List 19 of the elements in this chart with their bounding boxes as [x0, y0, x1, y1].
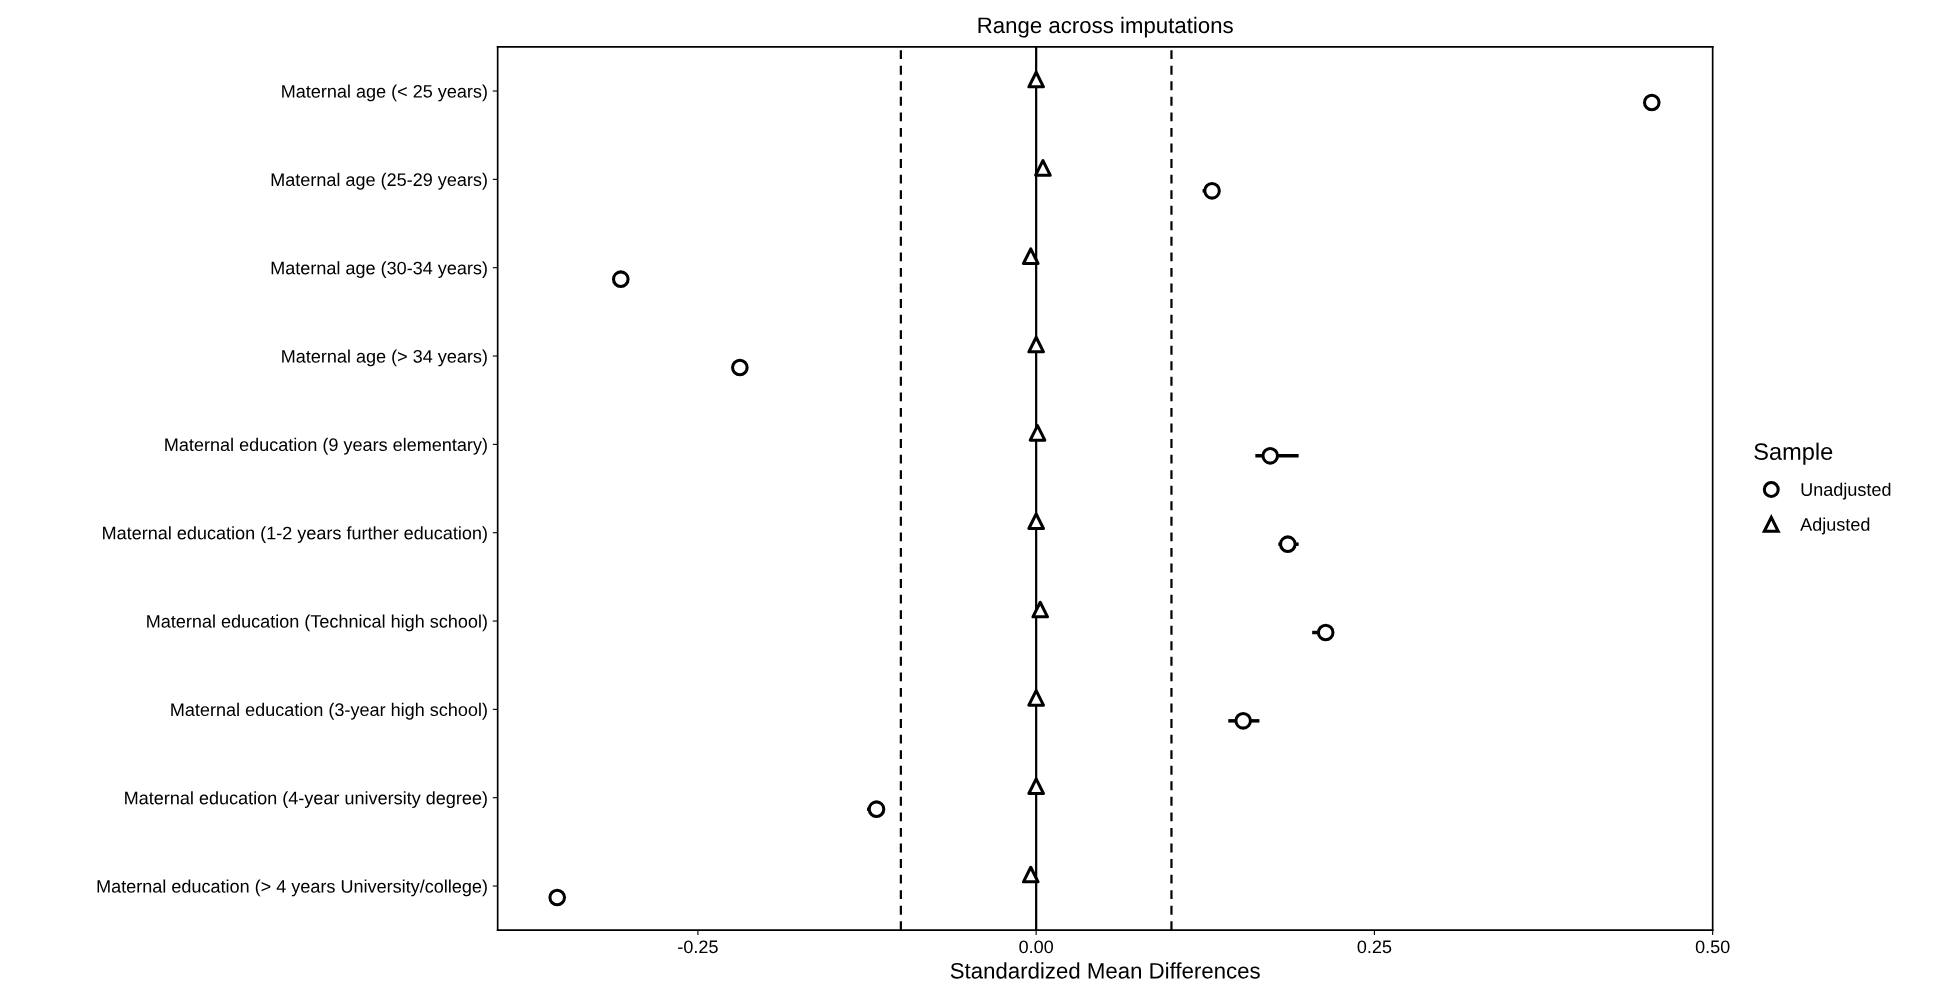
chart-title: Range across imputations	[978, 16, 1233, 38]
y-tick-label: Maternal education (3-year high school)	[171, 702, 487, 720]
y-tick-label: Maternal education (9 years elementary)	[165, 437, 487, 455]
y-tick-label: Maternal age (< 25 years)	[282, 84, 487, 102]
y-tick-label: Maternal age (25-29 years)	[271, 172, 487, 190]
y-tick-label: Maternal age (30-34 years)	[271, 261, 487, 278]
x-tick-label: 0.50	[1695, 940, 1730, 954]
y-tick-label: Maternal education (Technical high school)	[147, 614, 487, 632]
x-tick-label: 0.00	[1019, 940, 1054, 954]
y-tick-label: Maternal education (> 4 years University/college)	[97, 879, 487, 897]
y-tick-label: Maternal age (> 34 years)	[282, 349, 487, 367]
legend-label: Unadjusted	[1801, 482, 1891, 500]
x-tick-label: -0.25	[678, 940, 718, 954]
y-tick-label: Maternal education (4-year university degree)	[125, 791, 487, 808]
y-tick-label: Maternal education (1-2 years further education)	[103, 526, 487, 543]
x-tick-label: 0.25	[1357, 940, 1392, 954]
legend-label: Adjusted	[1800, 517, 1870, 535]
x-axis-title: Standardized Mean Differences	[950, 962, 1260, 979]
legend-title: Sample	[1754, 442, 1833, 465]
